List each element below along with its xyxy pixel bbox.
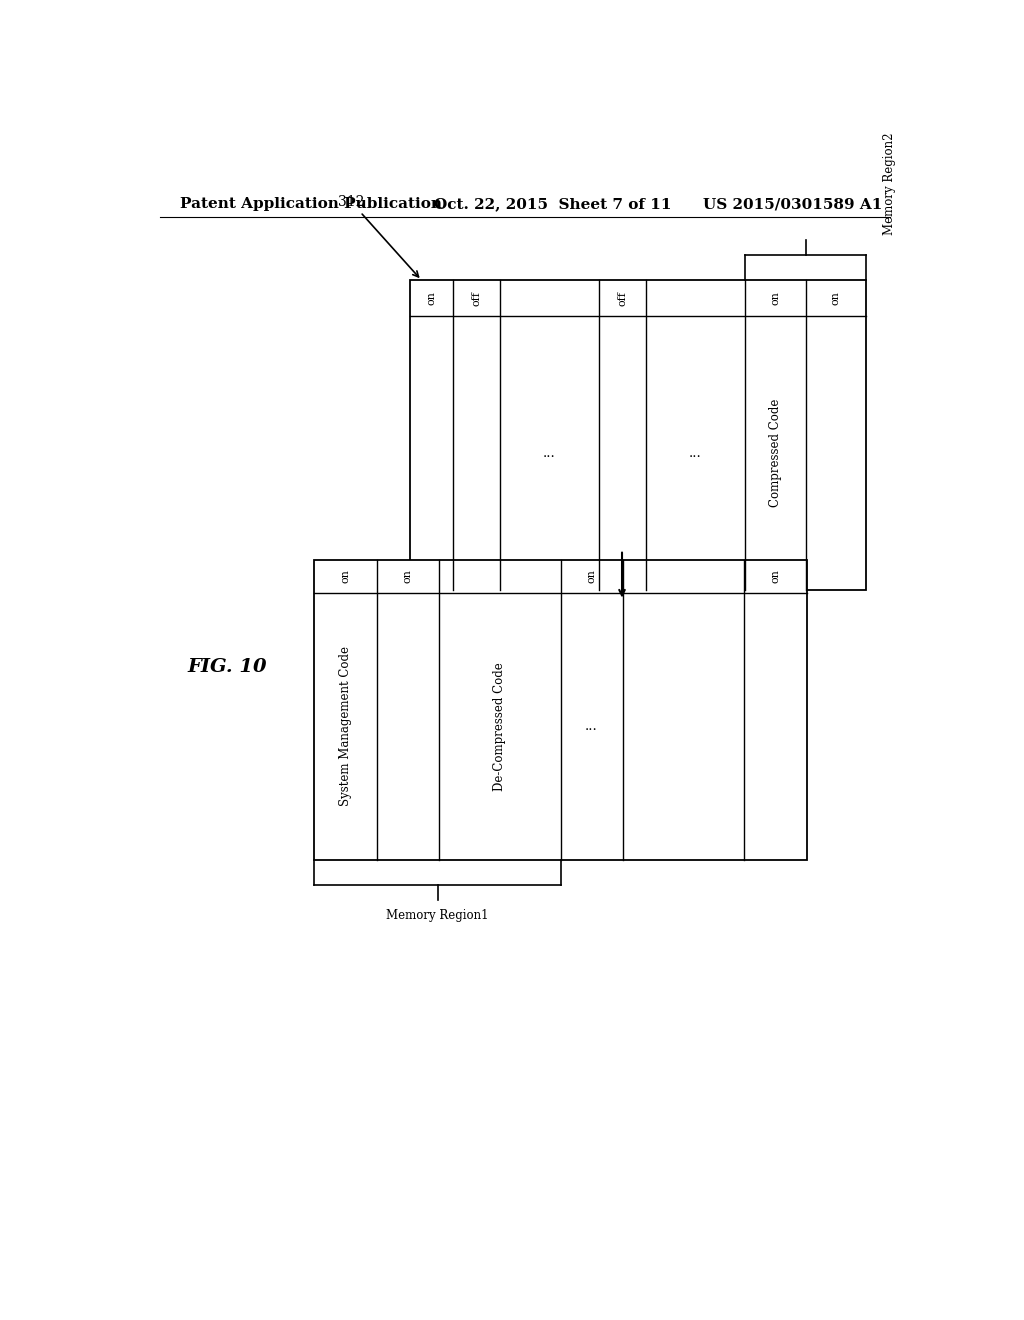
Text: ...: ...	[689, 446, 701, 459]
Text: off: off	[471, 290, 481, 306]
Text: off: off	[617, 290, 628, 306]
Text: FIG. 10: FIG. 10	[187, 657, 267, 676]
Text: on: on	[830, 292, 841, 305]
Text: Oct. 22, 2015  Sheet 7 of 11: Oct. 22, 2015 Sheet 7 of 11	[433, 197, 671, 211]
Text: on: on	[587, 569, 597, 583]
Text: Memory Region1: Memory Region1	[386, 908, 488, 921]
Bar	[314, 560, 807, 859]
Text: System Management Code: System Management Code	[339, 647, 352, 807]
Text: Memory Region2: Memory Region2	[884, 132, 896, 235]
Text: De-Compressed Code: De-Compressed Code	[494, 661, 506, 791]
Text: Patent Application Publication: Patent Application Publication	[179, 197, 441, 211]
Text: on: on	[402, 569, 413, 583]
Text: ...: ...	[543, 446, 556, 459]
Text: Compressed Code: Compressed Code	[769, 399, 782, 507]
Text: ...: ...	[586, 719, 598, 733]
Text: US 2015/0301589 A1: US 2015/0301589 A1	[703, 197, 883, 211]
Text: 312: 312	[338, 195, 419, 277]
Text: on: on	[770, 292, 780, 305]
Bar	[410, 280, 866, 590]
Text: on: on	[770, 569, 780, 583]
Text: on: on	[341, 569, 350, 583]
Text: on: on	[427, 292, 436, 305]
